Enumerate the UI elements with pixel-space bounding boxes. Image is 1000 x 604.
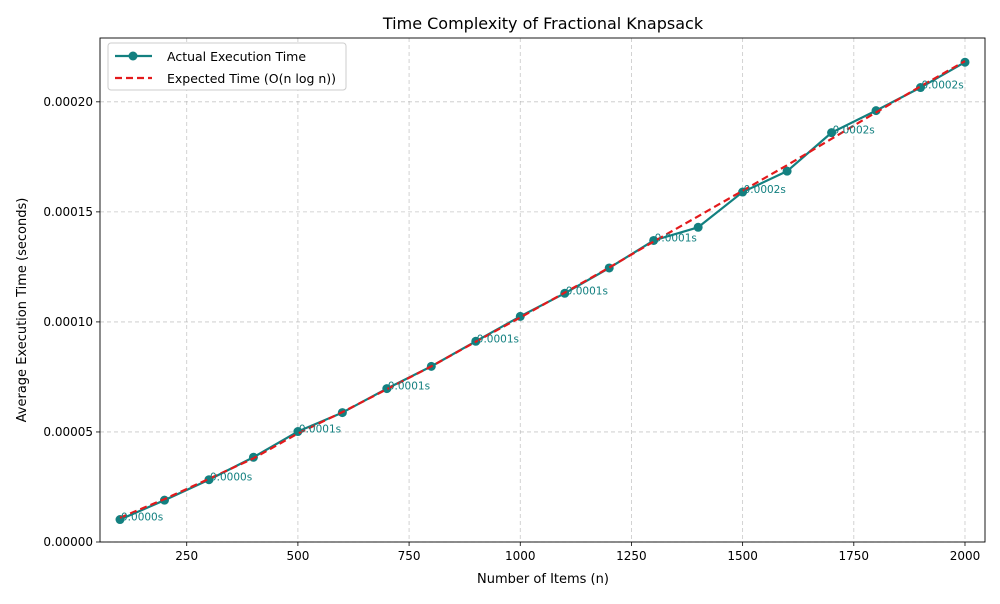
expected-time-line	[119, 60, 966, 519]
data-label: 0.0001s	[655, 232, 697, 244]
series-layer	[115, 57, 970, 525]
x-tick-label: 750	[398, 549, 421, 563]
axes-layer: 250 500 750 1000 1250 1500 1750 2000 0.00000 0.00…	[43, 37, 986, 563]
x-tick-label: 250	[175, 549, 198, 563]
data-label: 0.0002s	[744, 184, 786, 196]
x-tick-label: 1000	[505, 549, 536, 563]
data-label: 0.0001s	[566, 285, 608, 297]
x-tick-label: 1500	[727, 549, 758, 563]
data-point	[382, 384, 392, 394]
x-tick-label: 500	[286, 549, 309, 563]
legend: Actual Execution Time Expected Time (O(n…	[107, 42, 347, 91]
y-tick-label: 0.00010	[43, 315, 93, 329]
x-tick-label: 1250	[616, 549, 647, 563]
legend-label-expected: Expected Time (O(n log n))	[167, 71, 336, 86]
grid-layer	[100, 38, 985, 543]
data-label: 0.0001s	[477, 333, 519, 345]
data-point	[916, 83, 926, 93]
data-point	[293, 427, 303, 437]
data-label: 0.0000s	[210, 472, 252, 484]
data-point	[827, 128, 837, 138]
y-tick-label: 0.00020	[43, 95, 93, 109]
legend-marker-actual	[128, 51, 138, 61]
y-tick-label: 0.00005	[43, 425, 93, 439]
legend-label-actual: Actual Execution Time	[167, 49, 306, 64]
y-axis-label: Average Execution Time (seconds)	[15, 198, 30, 423]
chart-title: Time Complexity of Fractional Knapsack	[382, 14, 704, 33]
data-point	[693, 222, 703, 232]
data-label: 0.0000s	[121, 512, 163, 524]
annotation-layer: 0.0000s 0.0000s 0.0001s 0.0001s 0.0001s 0.000…	[121, 80, 964, 524]
data-label: 0.0002s	[922, 80, 964, 92]
x-tick-label: 1750	[839, 549, 870, 563]
data-point	[871, 106, 881, 116]
y-tick-label: 0.00000	[43, 535, 93, 549]
data-label: 0.0001s	[388, 381, 430, 393]
data-point	[782, 166, 792, 176]
plot-frame	[99, 37, 986, 543]
y-tick-label: 0.00015	[43, 205, 93, 219]
x-tick-label: 2000	[950, 549, 981, 563]
x-axis-label: Number of Items (n)	[477, 572, 609, 587]
legend-frame	[107, 42, 347, 91]
data-label: 0.0001s	[299, 424, 341, 436]
data-label: 0.0002s	[833, 125, 875, 137]
